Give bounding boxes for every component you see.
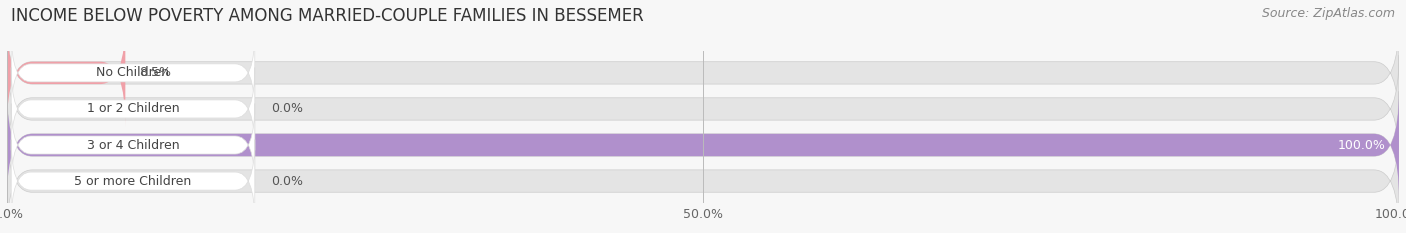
FancyBboxPatch shape — [11, 103, 254, 186]
FancyBboxPatch shape — [7, 91, 1399, 199]
Text: Source: ZipAtlas.com: Source: ZipAtlas.com — [1261, 7, 1395, 20]
Text: INCOME BELOW POVERTY AMONG MARRIED-COUPLE FAMILIES IN BESSEMER: INCOME BELOW POVERTY AMONG MARRIED-COUPL… — [11, 7, 644, 25]
FancyBboxPatch shape — [11, 140, 254, 223]
FancyBboxPatch shape — [7, 127, 1399, 233]
FancyBboxPatch shape — [7, 19, 125, 127]
FancyBboxPatch shape — [7, 91, 1399, 199]
Text: 8.5%: 8.5% — [139, 66, 172, 79]
Text: 100.0%: 100.0% — [1337, 138, 1385, 151]
FancyBboxPatch shape — [7, 55, 1399, 163]
Text: 3 or 4 Children: 3 or 4 Children — [87, 138, 180, 151]
Text: 0.0%: 0.0% — [271, 103, 304, 116]
Text: 0.0%: 0.0% — [271, 175, 304, 188]
FancyBboxPatch shape — [11, 68, 254, 151]
FancyBboxPatch shape — [7, 19, 1399, 127]
Text: 1 or 2 Children: 1 or 2 Children — [87, 103, 180, 116]
Text: No Children: No Children — [97, 66, 170, 79]
Text: 5 or more Children: 5 or more Children — [75, 175, 191, 188]
FancyBboxPatch shape — [11, 31, 254, 114]
